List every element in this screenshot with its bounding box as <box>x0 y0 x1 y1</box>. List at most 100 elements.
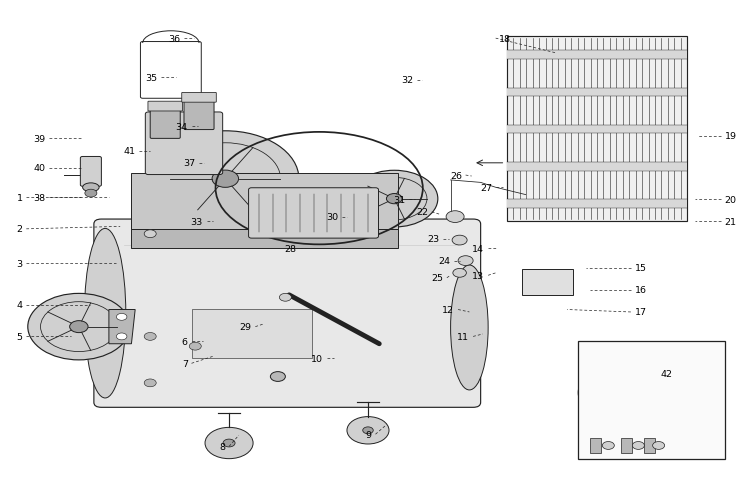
Circle shape <box>617 387 633 398</box>
Circle shape <box>387 194 402 204</box>
Text: 17: 17 <box>635 308 647 317</box>
Circle shape <box>362 178 427 221</box>
Text: 11: 11 <box>457 332 469 341</box>
FancyBboxPatch shape <box>146 113 222 175</box>
Circle shape <box>170 143 281 215</box>
FancyBboxPatch shape <box>148 102 182 112</box>
Circle shape <box>578 363 671 423</box>
Circle shape <box>458 256 473 266</box>
Circle shape <box>212 171 239 188</box>
Bar <box>578 342 725 459</box>
Text: 37: 37 <box>183 159 195 168</box>
Text: 32: 32 <box>401 76 413 85</box>
Text: 16: 16 <box>635 286 647 295</box>
Circle shape <box>677 400 686 406</box>
Circle shape <box>144 379 156 387</box>
Text: 30: 30 <box>326 213 338 222</box>
Text: 21: 21 <box>725 218 737 226</box>
Text: 18: 18 <box>499 35 511 43</box>
Text: 1: 1 <box>17 193 23 202</box>
Text: 7: 7 <box>182 359 188 368</box>
Text: 2: 2 <box>17 225 23 234</box>
Ellipse shape <box>451 265 488 390</box>
Text: 13: 13 <box>472 271 484 280</box>
Bar <box>507 125 687 134</box>
Circle shape <box>144 230 156 238</box>
Bar <box>507 88 687 97</box>
Text: 10: 10 <box>311 354 323 363</box>
Circle shape <box>662 390 700 415</box>
Text: 39: 39 <box>33 135 45 143</box>
Text: 26: 26 <box>450 171 462 180</box>
Text: 38: 38 <box>33 193 45 202</box>
Circle shape <box>279 294 291 302</box>
Text: 3: 3 <box>17 259 23 268</box>
Circle shape <box>152 131 299 227</box>
Text: 28: 28 <box>285 244 297 253</box>
Circle shape <box>144 333 156 341</box>
Circle shape <box>453 269 466 278</box>
FancyBboxPatch shape <box>150 110 180 139</box>
Circle shape <box>590 370 660 416</box>
Polygon shape <box>109 310 135 344</box>
Text: 19: 19 <box>725 132 737 141</box>
FancyBboxPatch shape <box>80 157 101 187</box>
Text: 27: 27 <box>480 183 492 192</box>
Bar <box>507 200 687 208</box>
Text: 23: 23 <box>427 235 439 244</box>
Circle shape <box>41 302 117 352</box>
Circle shape <box>653 442 665 449</box>
Circle shape <box>116 314 127 321</box>
Text: 42: 42 <box>661 369 673 378</box>
Text: 20: 20 <box>725 196 737 204</box>
Circle shape <box>116 333 127 340</box>
Circle shape <box>70 321 88 333</box>
Text: 24: 24 <box>439 257 451 265</box>
Bar <box>507 37 687 222</box>
Text: 33: 33 <box>191 218 203 226</box>
Circle shape <box>189 343 201 350</box>
Text: 6: 6 <box>182 337 188 346</box>
Circle shape <box>446 211 464 223</box>
Circle shape <box>351 171 438 227</box>
Ellipse shape <box>83 183 99 192</box>
Circle shape <box>452 236 467 245</box>
Circle shape <box>205 427 253 459</box>
Bar <box>644 438 655 453</box>
FancyBboxPatch shape <box>249 188 379 239</box>
FancyBboxPatch shape <box>94 220 481 407</box>
Text: 14: 14 <box>472 244 484 253</box>
Text: 9: 9 <box>366 430 372 439</box>
Text: 35: 35 <box>146 74 158 82</box>
Text: 41: 41 <box>123 147 135 156</box>
Text: 34: 34 <box>176 122 188 131</box>
Text: 12: 12 <box>442 305 454 314</box>
Circle shape <box>270 372 285 382</box>
Bar <box>507 51 687 60</box>
Text: 36: 36 <box>168 35 180 43</box>
Ellipse shape <box>85 229 126 398</box>
Text: 29: 29 <box>240 323 252 331</box>
Circle shape <box>632 442 644 449</box>
Text: 8: 8 <box>219 442 225 451</box>
FancyBboxPatch shape <box>182 93 216 103</box>
Circle shape <box>223 439 235 447</box>
Circle shape <box>85 190 97 198</box>
Circle shape <box>363 427 373 434</box>
Bar <box>507 163 687 171</box>
Text: 15: 15 <box>635 264 647 273</box>
Text: 22: 22 <box>416 208 428 217</box>
Circle shape <box>602 442 614 449</box>
Circle shape <box>28 294 130 360</box>
Circle shape <box>347 417 389 444</box>
Text: 4: 4 <box>17 301 23 309</box>
Bar <box>522 270 573 295</box>
Text: 25: 25 <box>431 274 443 283</box>
Text: 40: 40 <box>33 164 45 173</box>
Text: 5: 5 <box>17 332 23 341</box>
FancyBboxPatch shape <box>184 102 214 130</box>
Bar <box>590 438 601 453</box>
Polygon shape <box>131 173 398 229</box>
Text: 31: 31 <box>394 196 406 204</box>
Polygon shape <box>131 229 398 249</box>
